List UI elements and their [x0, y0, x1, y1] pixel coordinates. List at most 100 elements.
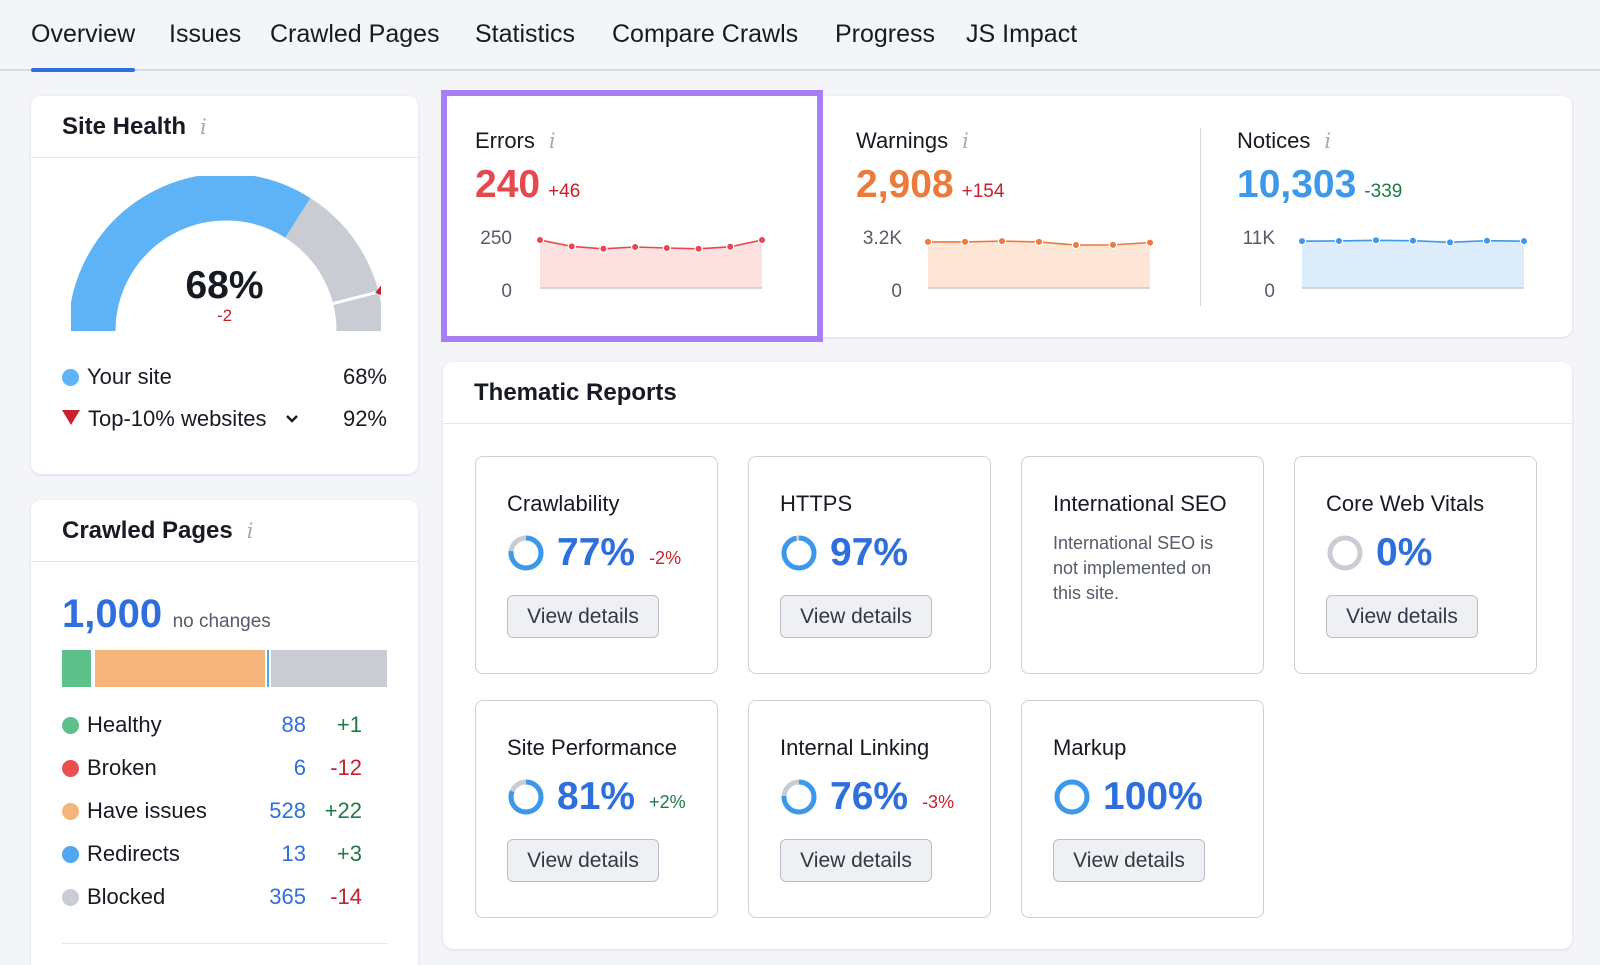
- report-title: Site Performance: [507, 735, 677, 760]
- sparkline-point[interactable]: [662, 243, 672, 253]
- warnings-label: Warnings: [856, 128, 949, 153]
- sparkline-point[interactable]: [599, 244, 608, 254]
- warnings-metric[interactable]: Warnings i: [856, 128, 969, 154]
- crawled-pages-bar: [62, 650, 387, 687]
- report-score: 77% -2%: [507, 531, 681, 575]
- report-card-site-performance: Site Performance 81% +2% View details: [475, 700, 718, 918]
- status-count[interactable]: 528: [269, 798, 306, 823]
- sparkline-point[interactable]: [997, 236, 1007, 246]
- info-icon[interactable]: i: [1324, 129, 1332, 153]
- info-icon[interactable]: i: [548, 129, 556, 153]
- sparkline-point[interactable]: [1145, 238, 1154, 247]
- divider: [1200, 128, 1201, 306]
- report-title: Markup: [1053, 735, 1127, 760]
- status-delta: +3: [336, 841, 362, 866]
- score-ring-fill: [781, 535, 817, 571]
- sparkline-point[interactable]: [1034, 237, 1044, 247]
- your-site-dot-icon: [62, 369, 79, 386]
- bar-segment-redirects[interactable]: [264, 650, 269, 687]
- errors-count[interactable]: 240: [475, 163, 541, 206]
- status-row-broken: Broken 6 -12: [62, 755, 362, 781]
- warnings-count[interactable]: 2,908: [856, 163, 954, 206]
- report-score: 76% -3%: [780, 775, 954, 819]
- top10-dropdown[interactable]: Top-10% websites: [88, 406, 267, 431]
- sparkline-point[interactable]: [924, 237, 933, 247]
- view-details-button[interactable]: View details: [507, 839, 659, 882]
- bar-segment-have-issues[interactable]: [93, 650, 265, 687]
- site-health-score: 68%: [185, 264, 264, 307]
- tab-issues[interactable]: Issues: [169, 20, 242, 48]
- tab-progress[interactable]: Progress: [835, 20, 936, 48]
- report-card-markup: Markup 100% View details: [1021, 700, 1264, 918]
- report-score-value: 100%: [1103, 775, 1203, 818]
- errors-axis-max: 250: [480, 228, 512, 249]
- notices-delta: -339: [1364, 181, 1403, 202]
- status-delta: -12: [330, 755, 362, 780]
- bar-segment-blocked[interactable]: [268, 650, 387, 687]
- warnings-value[interactable]: 2,908 +154: [856, 163, 1004, 207]
- sparkline-point[interactable]: [1371, 236, 1381, 245]
- bar-segment-healthy[interactable]: [62, 650, 91, 687]
- site-health-change: -2: [216, 306, 233, 325]
- info-icon[interactable]: i: [962, 129, 969, 153]
- errors-label: Errors: [475, 128, 535, 153]
- sparkline-point[interactable]: [1334, 236, 1344, 246]
- notices-value[interactable]: 10,303 -339: [1237, 163, 1402, 207]
- view-details-button[interactable]: View details: [1053, 839, 1205, 882]
- score-ring-icon: [1054, 779, 1090, 815]
- status-count[interactable]: 365: [269, 884, 306, 909]
- bar-segment-broken[interactable]: [90, 650, 94, 687]
- info-icon[interactable]: i: [246, 519, 254, 543]
- status-count[interactable]: 6: [293, 755, 306, 780]
- sparkline-point[interactable]: [1482, 236, 1492, 245]
- tab-js-impact[interactable]: JS Impact: [966, 20, 1078, 48]
- sparkline-point[interactable]: [1298, 236, 1307, 246]
- sparkline-point[interactable]: [1519, 236, 1528, 246]
- sparkline-point[interactable]: [567, 242, 576, 251]
- sparkline-point[interactable]: [630, 242, 640, 252]
- status-dot-icon: [62, 889, 79, 906]
- info-icon[interactable]: i: [200, 115, 207, 139]
- tab-statistics[interactable]: Statistics: [475, 20, 576, 48]
- sparkline-point[interactable]: [960, 237, 970, 247]
- chevron-down-icon[interactable]: [285, 414, 299, 424]
- view-details-button[interactable]: View details: [1326, 595, 1478, 638]
- sparkline-point[interactable]: [1108, 240, 1118, 250]
- sparkline-point[interactable]: [694, 244, 703, 254]
- report-score-delta: +2%: [649, 791, 686, 812]
- status-count[interactable]: 88: [281, 712, 306, 737]
- sparkline-point[interactable]: [1071, 240, 1081, 250]
- report-description: International SEO is not implemented on …: [1053, 533, 1214, 603]
- errors-value[interactable]: 240 +46: [475, 163, 580, 207]
- crawled-total-value[interactable]: 1,000: [62, 592, 163, 636]
- tab-compare-crawls[interactable]: Compare Crawls: [612, 20, 799, 48]
- notices-metric[interactable]: Notices i: [1237, 128, 1331, 154]
- tab-crawled-pages[interactable]: Crawled Pages: [270, 20, 440, 48]
- sparkline-point[interactable]: [726, 242, 735, 252]
- notices-count[interactable]: 10,303: [1237, 163, 1357, 206]
- site-health-gauge: [71, 176, 381, 332]
- errors-axis-min: 0: [501, 281, 512, 302]
- status-count[interactable]: 13: [281, 841, 306, 866]
- sparkline-point[interactable]: [757, 236, 766, 245]
- errors-metric[interactable]: Errors i: [475, 128, 556, 154]
- sparkline-point[interactable]: [1445, 238, 1455, 247]
- view-details-button[interactable]: View details: [780, 839, 932, 882]
- thematic-reports-title: Thematic Reports: [474, 379, 677, 406]
- view-details-button[interactable]: View details: [780, 595, 932, 638]
- report-title: International SEO: [1053, 491, 1227, 516]
- status-label: Healthy: [87, 712, 162, 737]
- gauge-fill: [71, 176, 311, 332]
- errors-delta: +46: [548, 181, 581, 202]
- notices-sparkline: [1298, 236, 1528, 289]
- report-card-https: HTTPS 97% View details: [748, 456, 991, 674]
- view-details-button[interactable]: View details: [507, 595, 659, 638]
- tab-overview[interactable]: Overview: [31, 20, 136, 72]
- sparkline-point[interactable]: [536, 236, 545, 245]
- report-title: Core Web Vitals: [1326, 491, 1485, 516]
- legend-your-site: Your site 68%: [62, 364, 387, 390]
- crawled-pages-title-text: Crawled Pages: [62, 517, 233, 544]
- sparkline-point[interactable]: [1408, 236, 1418, 245]
- crawled-change-text: no changes: [172, 611, 271, 632]
- issues-summary-card: [443, 96, 1572, 337]
